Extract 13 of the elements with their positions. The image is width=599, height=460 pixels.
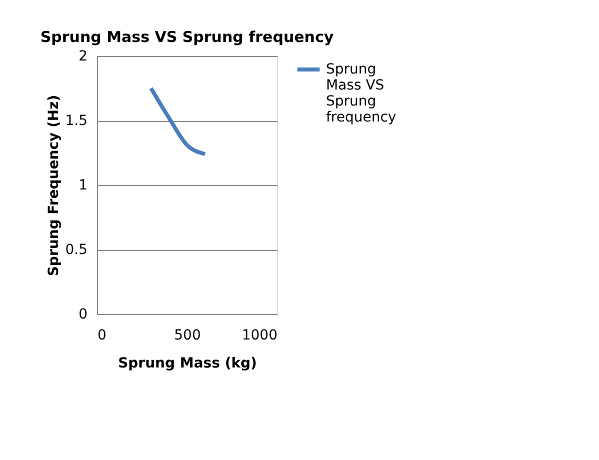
line-series xyxy=(149,86,207,156)
y-tick-label: 1 xyxy=(78,178,88,194)
x-axis-title: Sprung Mass (kg) xyxy=(118,356,257,372)
y-tick-label: 2 xyxy=(78,48,88,64)
chart-title: Sprung Mass VS Sprung frequency xyxy=(40,28,334,46)
y-tick-label: 1.5 xyxy=(65,113,88,129)
x-tick-label: 0 xyxy=(98,328,106,344)
x-tick-label: 1000 xyxy=(242,328,278,344)
y-tick-label: 0.5 xyxy=(65,242,88,258)
x-tick-label: 500 xyxy=(174,328,201,344)
legend-label: Sprung Mass VS Sprung frequency xyxy=(326,62,396,126)
y-tick-label: 0 xyxy=(78,306,88,322)
y-axis-title: Sprung Frequency (Hz) xyxy=(46,94,62,276)
